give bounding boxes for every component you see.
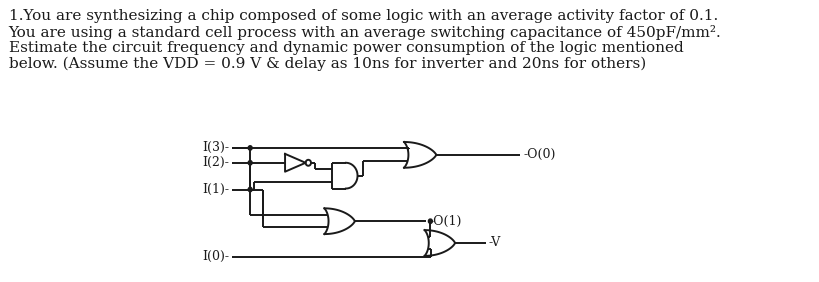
Circle shape: [248, 161, 251, 165]
Text: I(0)-: I(0)-: [202, 250, 229, 263]
Text: below. (Assume the VDD = 0.9 V & delay as 10ns for inverter and 20ns for others): below. (Assume the VDD = 0.9 V & delay a…: [8, 57, 645, 71]
Text: -O(1): -O(1): [428, 215, 461, 228]
Text: 1.You are synthesizing a chip composed of some logic with an average activity fa: 1.You are synthesizing a chip composed o…: [8, 9, 717, 23]
Text: I(3)-: I(3)-: [202, 142, 229, 155]
Text: I(2)-: I(2)-: [202, 156, 229, 169]
Text: Estimate the circuit frequency and dynamic power consumption of the logic mentio: Estimate the circuit frequency and dynam…: [8, 41, 682, 55]
Text: -V: -V: [487, 237, 500, 250]
Circle shape: [428, 219, 432, 223]
Circle shape: [248, 146, 251, 150]
Text: I(1)-: I(1)-: [202, 183, 229, 196]
Text: You are using a standard cell process with an average switching capacitance of 4: You are using a standard cell process wi…: [8, 25, 721, 40]
Text: -O(0): -O(0): [523, 148, 554, 161]
Circle shape: [248, 187, 251, 192]
